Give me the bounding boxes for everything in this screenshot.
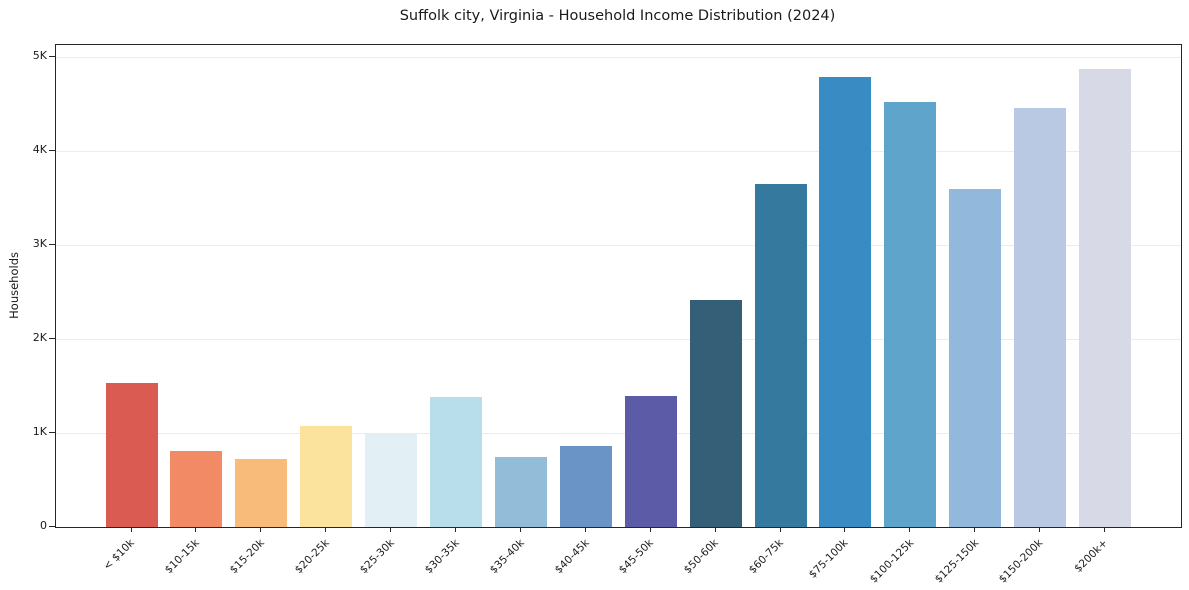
gridline bbox=[56, 338, 1181, 340]
x-tick-label: $100-125k bbox=[867, 537, 916, 586]
y-tick-label: 2K bbox=[32, 331, 47, 344]
y-tick-label: 1K bbox=[32, 425, 47, 438]
x-tick-label: $50-60k bbox=[682, 537, 722, 577]
x-tick-label: $40-45k bbox=[552, 537, 592, 577]
bar-150-200k bbox=[1014, 107, 1067, 527]
x-tick-label: $75-100k bbox=[807, 537, 851, 581]
gridline bbox=[56, 150, 1181, 152]
y-tick-label: 4K bbox=[32, 143, 47, 157]
bar-30-35k bbox=[430, 397, 482, 527]
x-tick-label: $45-50k bbox=[617, 537, 657, 577]
x-tick-label: $30-35k bbox=[422, 537, 462, 577]
x-tick-label: $20-25k bbox=[292, 537, 332, 577]
x-tick-label: $25-30k bbox=[357, 537, 397, 577]
bar-125-150k bbox=[949, 188, 1002, 527]
gridline bbox=[56, 432, 1181, 434]
bar-25-30k bbox=[365, 433, 418, 527]
x-tick-label: $125-150k bbox=[932, 537, 981, 586]
bar-35-40k bbox=[494, 456, 547, 527]
bar-15-20k bbox=[235, 459, 288, 527]
bar-50-60k bbox=[689, 299, 742, 527]
bar-75-100k bbox=[819, 76, 872, 527]
bar-20-25k bbox=[300, 425, 353, 527]
gridline bbox=[56, 244, 1181, 246]
bar-45-50k bbox=[624, 396, 677, 527]
bar-100-125k bbox=[884, 102, 937, 527]
bar-10-15k bbox=[170, 450, 223, 527]
x-tick-label: < $10k bbox=[101, 537, 137, 573]
bar-60-75k bbox=[754, 183, 807, 527]
x-tick-label: $10-15k bbox=[162, 537, 202, 577]
plot-area bbox=[55, 44, 1182, 528]
bar-200k bbox=[1079, 69, 1131, 527]
x-tick-label: $200k+ bbox=[1072, 537, 1111, 575]
y-tick-label: 3K bbox=[32, 237, 47, 251]
y-tick-label: 0 bbox=[40, 519, 47, 532]
bar-40-45k bbox=[559, 446, 612, 527]
bar-10k bbox=[105, 383, 158, 527]
x-tick-label: $15-20k bbox=[227, 537, 267, 577]
x-tick-label: $150-200k bbox=[997, 537, 1046, 586]
y-axis-label: Households bbox=[7, 252, 21, 319]
x-tick-label: $35-40k bbox=[487, 537, 527, 577]
y-tick-label: 5K bbox=[32, 49, 47, 63]
chart-title: Suffolk city, Virginia - Household Incom… bbox=[399, 8, 836, 24]
gridline bbox=[56, 56, 1181, 58]
x-tick-label: $60-75k bbox=[746, 537, 786, 577]
